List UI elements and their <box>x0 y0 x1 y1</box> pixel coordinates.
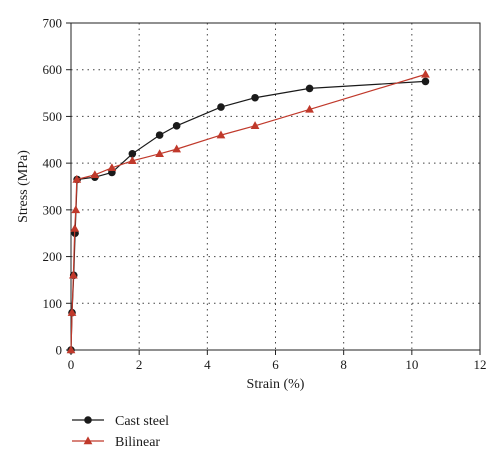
data-point <box>172 144 182 153</box>
y-tick-label: 500 <box>43 109 63 124</box>
y-tick-label: 300 <box>43 202 63 217</box>
data-point <box>128 150 137 158</box>
y-tick-label: 700 <box>43 16 63 31</box>
y-tick-label: 400 <box>43 156 63 171</box>
data-point <box>172 121 181 130</box>
data-point <box>155 131 164 139</box>
y-tick-label: 100 <box>43 296 63 311</box>
data-point <box>251 93 259 102</box>
y-axis-title: Stress (MPa) <box>16 150 31 223</box>
legend: Cast steel Bilinear <box>72 414 169 450</box>
data-point <box>70 223 80 232</box>
series-bilinear <box>66 69 430 354</box>
x-tick-label: 8 <box>340 357 347 372</box>
x-axis-title: Strain (%) <box>247 377 305 392</box>
legend-swatch-marker <box>83 436 93 445</box>
x-tick-label: 0 <box>68 357 75 372</box>
legend-label-bilinear: Bilinear <box>115 435 160 450</box>
legend-item-bilinear: Bilinear <box>72 435 160 450</box>
data-point <box>216 130 226 139</box>
series-layer <box>66 69 430 354</box>
x-tick-label: 12 <box>474 357 487 372</box>
y-tick-label: 200 <box>43 249 63 264</box>
data-point <box>72 174 82 183</box>
data-point <box>421 77 430 86</box>
data-point <box>305 84 314 93</box>
y-tick-label: 600 <box>43 62 63 77</box>
series-line <box>70 80 426 351</box>
data-point <box>107 163 117 172</box>
series-line <box>70 73 426 351</box>
data-point <box>66 345 76 354</box>
data-point <box>127 156 137 165</box>
data-point <box>90 170 100 179</box>
data-point <box>69 270 78 279</box>
data-point <box>71 205 81 214</box>
series-cast-steel <box>67 77 430 354</box>
x-tick-label: 6 <box>272 357 279 372</box>
grid <box>71 23 480 350</box>
plot-area-frame <box>70 22 481 351</box>
legend-swatch-marker <box>84 416 92 424</box>
axis-ticks: 0 2 4 6 8 10 12 0 100 200 300 400 500 600 700 <box>43 16 487 373</box>
legend-item-cast-steel: Cast steel <box>72 414 169 429</box>
data-point <box>217 103 225 111</box>
x-tick-label: 2 <box>136 357 143 372</box>
legend-label-cast-steel: Cast steel <box>115 414 169 429</box>
x-tick-label: 4 <box>204 357 211 372</box>
data-point <box>250 121 260 129</box>
data-point <box>421 69 430 78</box>
data-point <box>155 149 164 158</box>
y-tick-label: 0 <box>56 343 63 358</box>
x-tick-label: 10 <box>405 357 418 372</box>
data-point <box>305 104 314 113</box>
data-point <box>67 308 77 316</box>
